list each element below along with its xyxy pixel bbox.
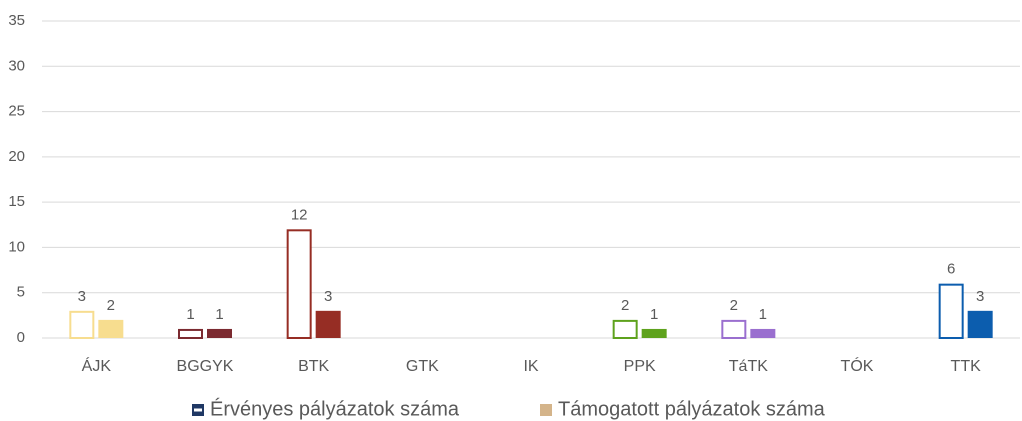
x-tick-label: TáTK [729, 358, 768, 375]
x-tick-label: BTK [298, 358, 329, 375]
x-tick-label: GTK [406, 358, 439, 375]
x-tick-label: TTK [951, 358, 982, 375]
x-tick-label: PPK [624, 358, 656, 375]
data-label: 6 [947, 261, 955, 278]
x-tick-label: ÁJK [82, 356, 112, 375]
bar [286, 229, 312, 339]
legend-swatch [540, 404, 552, 416]
y-tick-label: 35 [8, 12, 25, 29]
data-label: 2 [107, 297, 115, 314]
bar [612, 319, 638, 339]
y-tick-label: 20 [8, 148, 25, 165]
data-label: 3 [324, 288, 332, 305]
bar [938, 283, 964, 339]
y-tick-label: 5 [17, 284, 25, 301]
data-label: 3 [976, 288, 984, 305]
y-tick-label: 15 [8, 193, 25, 210]
y-tick-label: 25 [8, 103, 25, 120]
bar [750, 328, 776, 338]
y-tick-label: 10 [8, 238, 25, 255]
data-label: 1 [650, 306, 658, 323]
y-tick-label: 30 [8, 57, 25, 74]
x-tick-label: IK [523, 358, 538, 375]
data-label: 3 [78, 288, 86, 305]
x-tick-label: TÓK [841, 356, 874, 375]
legend-label: Támogatott pályázatok száma [558, 398, 826, 420]
bar [641, 328, 667, 338]
data-label: 1 [215, 306, 223, 323]
bar [967, 310, 993, 338]
data-label: 12 [291, 206, 308, 223]
data-label: 1 [186, 306, 194, 323]
x-tick-label: BGGYK [177, 358, 234, 375]
data-label: 1 [759, 306, 767, 323]
data-label: 2 [621, 297, 629, 314]
legend-label: Érvényes pályázatok száma [210, 397, 460, 420]
legend-swatch-inner [194, 408, 202, 412]
bar [315, 310, 341, 338]
bar [721, 319, 747, 339]
bar [69, 310, 95, 340]
bar [178, 328, 203, 340]
y-tick-label: 0 [17, 329, 25, 346]
bar [98, 319, 124, 338]
bar [207, 328, 232, 338]
data-label: 2 [730, 297, 738, 314]
